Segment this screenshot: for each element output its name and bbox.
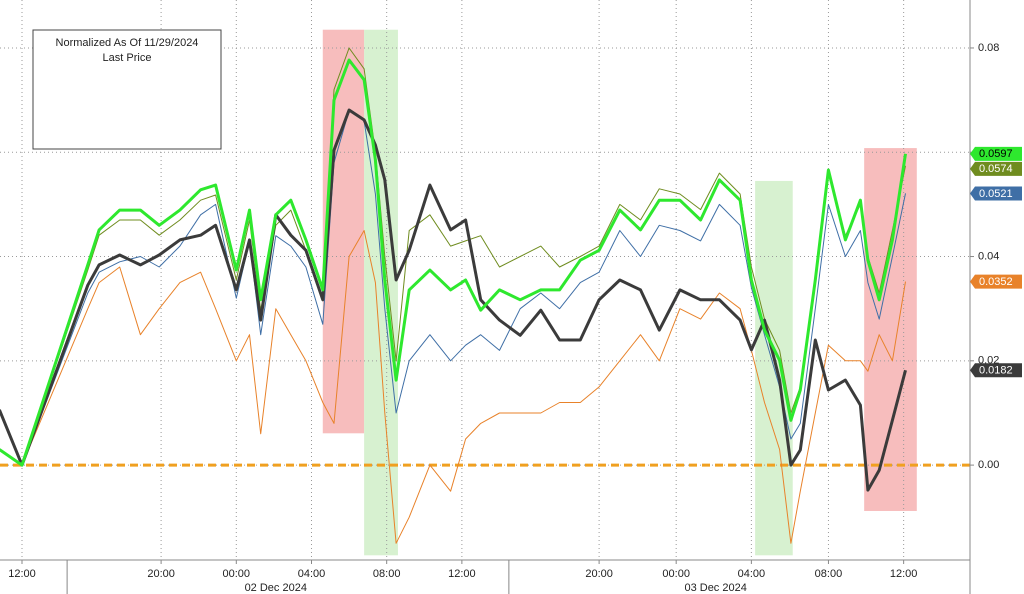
x-tick-label: 08:00 [815,568,843,580]
tag-label: 0.0574 [979,163,1013,175]
series-line [0,108,907,492]
tag-shape [970,363,1022,378]
last-price-tag: 0.0352 [970,274,1022,289]
x-tick-label: 12:00 [890,568,918,580]
tag-label: 0.0597 [979,148,1013,160]
date-label: 02 Dec 2024 [245,582,307,594]
last-price-tag: 0.0597 [970,146,1022,161]
x-tick-label: 04:00 [738,568,766,580]
legend: Normalized As Of 11/29/2024 Last Price [32,29,222,150]
x-tick-label: 12:00 [8,568,36,580]
x-tick-label: 20:00 [147,568,175,580]
tag-shape [970,274,1022,289]
y-tick-label: 0.08 [978,42,999,54]
legend-box [32,29,222,150]
y-tick-label: 0.00 [978,459,999,471]
tag-shape [970,146,1022,161]
last-price-tag: 0.0182 [970,363,1022,378]
tag-shape [970,161,1022,176]
tag-shape [970,186,1022,201]
x-tick-label: 04:00 [298,568,326,580]
x-tick-label: 20:00 [585,568,613,580]
x-tick-label: 00:00 [662,568,690,580]
x-tick-label: 00:00 [223,568,251,580]
legend-title: Normalized As Of 11/29/2024 [56,37,199,49]
x-tick-label: 12:00 [448,568,476,580]
legend-subtitle: Last Price [103,52,152,64]
series-line [0,47,906,466]
series-line [0,230,906,544]
tag-label: 0.0352 [979,276,1013,288]
date-label: 03 Dec 2024 [684,582,746,594]
last-price-tag: 0.0521 [970,186,1022,201]
y-tick-label: 0.04 [978,250,999,262]
tag-label: 0.0182 [979,365,1013,377]
series-line [0,58,907,467]
tag-label: 0.0521 [979,188,1013,200]
x-tick-label: 08:00 [373,568,401,580]
highlight-region [864,148,917,511]
last-price-tag: 0.0574 [970,161,1022,176]
series-line [0,110,906,466]
